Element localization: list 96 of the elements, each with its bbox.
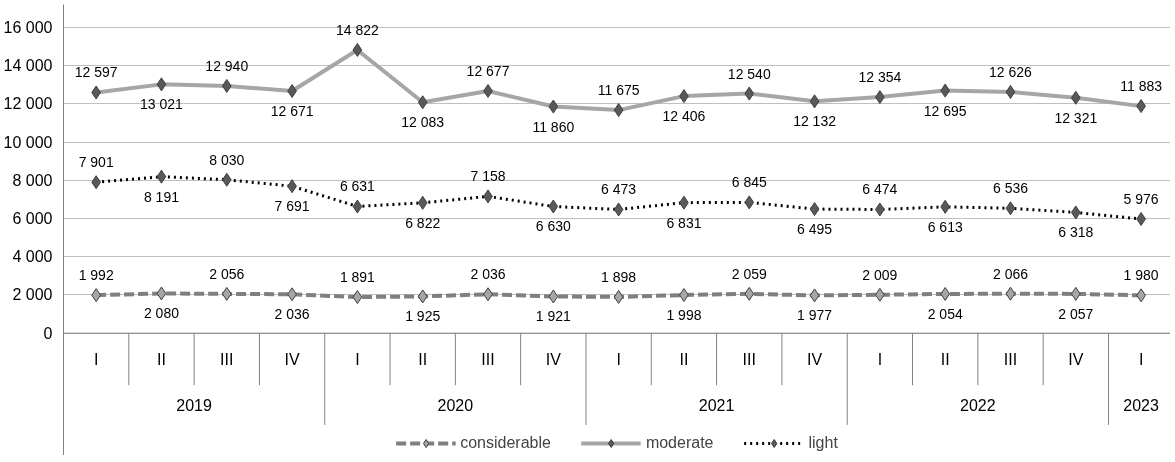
point: [548, 289, 559, 304]
y-tick-label: 6 000: [12, 210, 53, 228]
data-label: 6 822: [405, 214, 441, 231]
data-label: 2 009: [862, 266, 898, 283]
data-label: 12 540: [727, 65, 771, 82]
data-label: 1 998: [666, 307, 702, 324]
data-label: 6 536: [992, 180, 1029, 197]
text: 2020: [437, 397, 474, 415]
y-tick-label: 10 000: [3, 133, 53, 151]
data-label: 6 474: [862, 181, 898, 198]
data-label: 8 191: [143, 188, 180, 205]
point: [352, 290, 363, 305]
x-tick-label: II: [157, 350, 166, 368]
point: [1070, 286, 1081, 301]
x-tick-label: II: [418, 350, 428, 368]
data-label: 1 891: [339, 269, 376, 286]
point: [417, 289, 428, 304]
x-tick-label: III: [220, 350, 234, 368]
data-label: 12 597: [74, 64, 118, 81]
data-label: 12 321: [1054, 109, 1098, 126]
x-tick-label: III: [1003, 350, 1018, 368]
data-label: 2 054: [927, 305, 963, 322]
data-label: 12 132: [793, 113, 837, 130]
data-label: 1 925: [405, 308, 441, 325]
data-label: 6 630: [535, 218, 572, 235]
data-label: 1 898: [601, 268, 637, 285]
point: [809, 288, 820, 303]
y-tick-label: 4 000: [12, 248, 53, 266]
data-label: 2 036: [274, 306, 310, 323]
point: [1005, 286, 1016, 301]
data-label: 1 921: [535, 308, 572, 325]
text: 2022: [960, 397, 996, 415]
data-label: 14 822: [335, 21, 380, 38]
data-label: 11 675: [597, 82, 640, 99]
x-tick-label: III: [481, 350, 495, 368]
data-label: 1 992: [78, 267, 114, 284]
data-label: 2 059: [731, 265, 767, 282]
data-label: 6 495: [797, 221, 833, 238]
legend-label: moderate: [645, 434, 714, 452]
text: 2023: [1123, 397, 1160, 415]
data-label: 2 066: [992, 265, 1029, 282]
y-tick-label: 16 000: [3, 18, 53, 36]
point: [613, 289, 624, 304]
legend-label: considerable: [460, 434, 551, 452]
y-tick-label: 8 000: [12, 171, 53, 189]
data-label: 13 021: [140, 96, 184, 113]
data-label: 6 631: [339, 178, 376, 195]
data-label: 6 845: [731, 174, 767, 191]
data-label: 12 671: [270, 103, 314, 120]
point: [940, 286, 951, 301]
y-tick-label: 14 000: [3, 57, 53, 75]
data-label: 1 980: [1123, 267, 1159, 284]
x-tick-label: I: [1138, 350, 1144, 368]
data-label: 12 626: [989, 63, 1033, 80]
x-tick-label: IV: [284, 350, 300, 368]
data-label: 7 691: [274, 198, 310, 215]
data-label: 2 080: [143, 305, 180, 322]
text: 2021: [698, 397, 735, 415]
text: 2019: [176, 397, 213, 415]
data-label: 2 057: [1058, 305, 1094, 322]
data-label: 12 677: [466, 62, 510, 79]
data-label: 7 158: [470, 168, 506, 185]
data-label: 2 056: [209, 265, 245, 282]
data-label: 6 318: [1058, 224, 1094, 241]
x-tick-label: II: [940, 350, 950, 368]
x-tick-label: II: [679, 350, 689, 368]
data-label: 6 613: [927, 218, 963, 235]
x-tick-label: I: [355, 350, 360, 368]
data-label: 6 831: [666, 214, 702, 231]
data-label: 12 940: [205, 57, 249, 74]
legend-label: light: [808, 434, 838, 452]
data-label: 7 901: [78, 154, 114, 171]
y-tick-label: 0: [43, 324, 53, 342]
x-tick-label: I: [93, 350, 99, 368]
data-label: 6 473: [601, 181, 637, 198]
x-tick-label: III: [742, 350, 756, 368]
x-tick-label: I: [616, 350, 621, 368]
data-label: 8 030: [209, 151, 245, 168]
y-tick-label: 2 000: [12, 286, 53, 304]
data-label: 1 977: [797, 307, 833, 324]
x-tick-label: IV: [545, 350, 562, 368]
data-label: 12 354: [858, 69, 902, 86]
data-label: 12 083: [401, 114, 445, 131]
x-tick-label: I: [877, 350, 883, 368]
data-label: 12 406: [662, 108, 706, 125]
y-tick-label: 12 000: [3, 95, 53, 113]
data-label: 2 036: [470, 266, 506, 283]
x-tick-label: IV: [1068, 350, 1084, 368]
point: [156, 286, 167, 301]
data-label: 11 860: [532, 118, 575, 135]
point: [221, 286, 232, 301]
data-label: 5 976: [1123, 190, 1159, 207]
data-label: 12 695: [923, 102, 967, 119]
data-label: 11 883: [1120, 78, 1163, 95]
point: [744, 286, 755, 301]
x-tick-label: IV: [807, 350, 823, 368]
